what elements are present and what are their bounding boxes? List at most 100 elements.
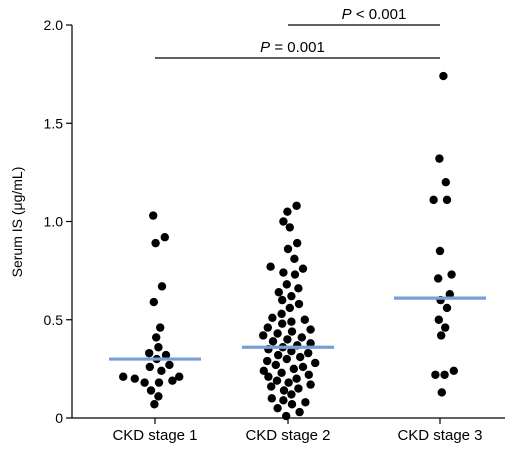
data-point: [290, 254, 299, 264]
y-tick-label: 1.0: [44, 214, 64, 230]
data-point: [295, 407, 304, 417]
data-point: [442, 195, 452, 205]
x-category-label: CKD stage 2: [245, 427, 330, 444]
axes-layer: 0 0.5 1.0 1.5 2.0 CKD stage 1 CKD stage 2 CKD s…: [44, 17, 505, 444]
y-tick-label: 2.0: [44, 17, 64, 33]
data-point: [282, 354, 291, 364]
data-point: [297, 333, 306, 342]
y-axis-title: Serum IS (μg/mL): [9, 167, 25, 278]
data-point: [277, 368, 286, 378]
data-point: [263, 356, 272, 366]
data-point: [294, 284, 303, 293]
x-category-label: CKD stage 1: [112, 427, 197, 444]
p-value-label: P = 0.001: [260, 39, 325, 56]
data-point: [146, 386, 156, 395]
data-point: [306, 339, 315, 348]
data-point: [287, 317, 296, 326]
data-point: [279, 217, 288, 226]
p-value-label: P < 0.001: [342, 6, 407, 23]
p-symbol: P: [342, 6, 352, 23]
data-point: [301, 398, 310, 407]
data-point: [300, 315, 309, 324]
data-point: [442, 303, 452, 313]
data-point: [437, 388, 446, 397]
data-point: [294, 299, 304, 309]
p-value-text: = 0.001: [270, 39, 325, 56]
x-category-label: CKD stage 3: [397, 427, 482, 444]
data-point: [279, 268, 288, 277]
data-point: [294, 384, 303, 393]
data-point: [304, 348, 313, 358]
p-symbol: P: [260, 39, 270, 56]
data-point: [298, 264, 308, 273]
data-point: [259, 366, 268, 376]
data-point: [437, 331, 446, 340]
data-point: [267, 382, 276, 391]
p-value-text: < 0.001: [352, 6, 407, 23]
data-point: [282, 411, 291, 421]
data-point: [292, 201, 301, 210]
data-point: [145, 348, 154, 358]
data-point: [140, 378, 149, 387]
data-point: [287, 346, 296, 356]
data-point: [440, 370, 449, 379]
data-point: [266, 262, 275, 271]
data-point: [152, 333, 161, 342]
y-tick-label: 0.5: [44, 312, 64, 328]
data-point: [263, 323, 272, 332]
data-point: [306, 325, 315, 334]
data-point: [304, 370, 313, 379]
data-point: [272, 376, 282, 385]
data-point: [149, 211, 158, 220]
data-point: [119, 372, 128, 381]
data-point: [273, 403, 282, 413]
data-point: [434, 274, 443, 283]
data-point: [429, 195, 438, 205]
data-point: [278, 319, 287, 328]
data-point: [130, 374, 139, 383]
data-point: [154, 343, 163, 352]
data-point: [431, 370, 440, 379]
data-point: [279, 386, 289, 395]
data-point: [434, 315, 443, 324]
data-point: [435, 154, 444, 163]
data-point: [285, 223, 294, 232]
data-point: [154, 392, 163, 401]
data-point: [145, 362, 154, 372]
data-point: [445, 290, 454, 299]
data-point: [168, 376, 177, 385]
data-point: [287, 400, 297, 409]
data-point: [441, 178, 450, 187]
data-point: [447, 270, 456, 279]
y-tick-label: 1.5: [44, 115, 64, 131]
data-point: [157, 282, 167, 291]
data-point: [292, 374, 301, 383]
data-point: [296, 352, 305, 362]
data-point: [435, 246, 445, 256]
data-point: [157, 366, 166, 376]
data-point: [267, 394, 276, 403]
data-point: [274, 288, 283, 297]
marks-layer: [109, 71, 486, 421]
data-point: [287, 327, 297, 336]
data-point: [306, 380, 315, 389]
data-point: [282, 280, 291, 289]
data-point: [151, 238, 160, 248]
data-point: [293, 238, 302, 248]
y-tick-label: 0: [55, 410, 63, 426]
data-point: [283, 335, 292, 344]
data-point: [283, 244, 293, 254]
data-point: [449, 366, 458, 376]
data-point: [268, 337, 278, 346]
data-point: [160, 233, 169, 242]
data-point: [285, 303, 294, 313]
data-point: [273, 329, 282, 338]
data-point: [154, 378, 164, 387]
data-point: [289, 364, 298, 374]
data-point: [287, 291, 296, 301]
data-point: [290, 270, 300, 279]
data-point: [149, 297, 158, 307]
data-point: [259, 331, 268, 340]
